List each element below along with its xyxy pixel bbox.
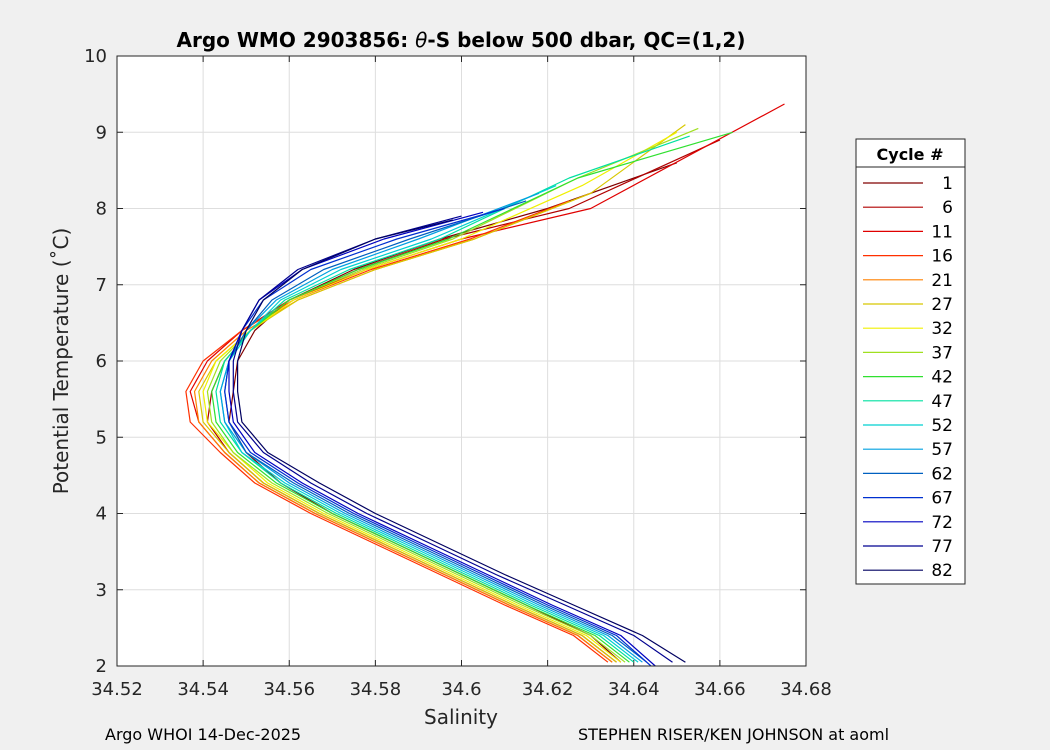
legend-label-cycle-77: 77 [931,537,953,557]
y-tick-labels: 2 3 4 5 6 7 8 9 10 [84,46,107,677]
x-tick-label: 34.54 [177,679,229,700]
x-tick-label: 34.66 [694,679,746,700]
legend-label-cycle-27: 27 [931,295,953,315]
footer-source: Argo WHOI 14-Dec-2025 [105,725,302,744]
legend-label-cycle-57: 57 [931,440,953,460]
series-line-cycle-77 [232,215,673,663]
series-line-cycle-16 [185,200,609,663]
legend-label-cycle-16: 16 [931,247,953,267]
legend-label-cycle-32: 32 [931,319,953,339]
series-lines [185,103,785,667]
footer-credit: STEPHEN RISER/KEN JOHNSON at aoml [578,725,890,744]
series-line-cycle-57 [219,192,643,663]
legend-label-cycle-52: 52 [931,416,953,436]
y-tick-label: 6 [96,351,107,372]
y-tick-label: 3 [96,580,107,601]
series-line-cycle-42 [211,131,733,663]
legend-label-cycle-11: 11 [931,222,953,242]
y-tick-label: 8 [96,199,107,220]
legend-label-cycle-62: 62 [931,464,953,484]
x-tick-label: 34.56 [263,679,315,700]
x-tick-label: 34.58 [350,679,402,700]
legend-label-cycle-42: 42 [931,368,953,388]
series-line-cycle-82 [237,219,686,663]
series-line-cycle-37 [206,127,699,663]
x-tick-label: 34.62 [522,679,574,700]
legend-label-cycle-37: 37 [931,343,953,363]
series-line-cycle-32 [202,131,678,663]
y-tick-label: 10 [84,46,107,67]
y-tick-label: 5 [96,427,107,448]
x-tick-label: 34.52 [91,679,143,700]
legend-title: Cycle # [877,145,944,164]
chart-title: Argo WMO 2903856: θ-S below 500 dbar, QC… [177,28,746,52]
legend-label-cycle-1: 1 [942,174,953,194]
series-line-cycle-52 [219,185,639,663]
y-tick-label: 7 [96,275,107,296]
x-tick-label: 34.64 [608,679,660,700]
legend-label-cycle-6: 6 [942,198,953,218]
y-tick-label: 9 [96,122,107,143]
x-axis-label: Salinity [424,705,498,729]
series-line-cycle-27 [198,124,686,663]
y-tick-label: 4 [96,504,107,525]
x-tick-label: 34.6 [441,679,481,700]
legend-label-cycle-72: 72 [931,513,953,533]
x-tick-labels: 34.52 34.54 34.56 34.58 34.6 34.62 34.64 34.66 3… [91,679,832,700]
series-line-cycle-62 [224,200,648,663]
x-tick-label: 34.68 [780,679,832,700]
plot-frame [116,55,807,667]
y-axis-label: Potential Temperature (˚C) [49,228,73,495]
series-line-cycle-72 [228,211,656,667]
legend-label-cycle-82: 82 [931,561,953,581]
legend-box [855,138,966,585]
legend-label-cycle-47: 47 [931,392,953,412]
series-line-cycle-47 [215,135,690,663]
legend-label-cycle-67: 67 [931,489,953,509]
y-tick-label: 2 [96,656,107,677]
legend-label-cycle-21: 21 [931,271,953,291]
series-line-cycle-67 [224,207,652,667]
